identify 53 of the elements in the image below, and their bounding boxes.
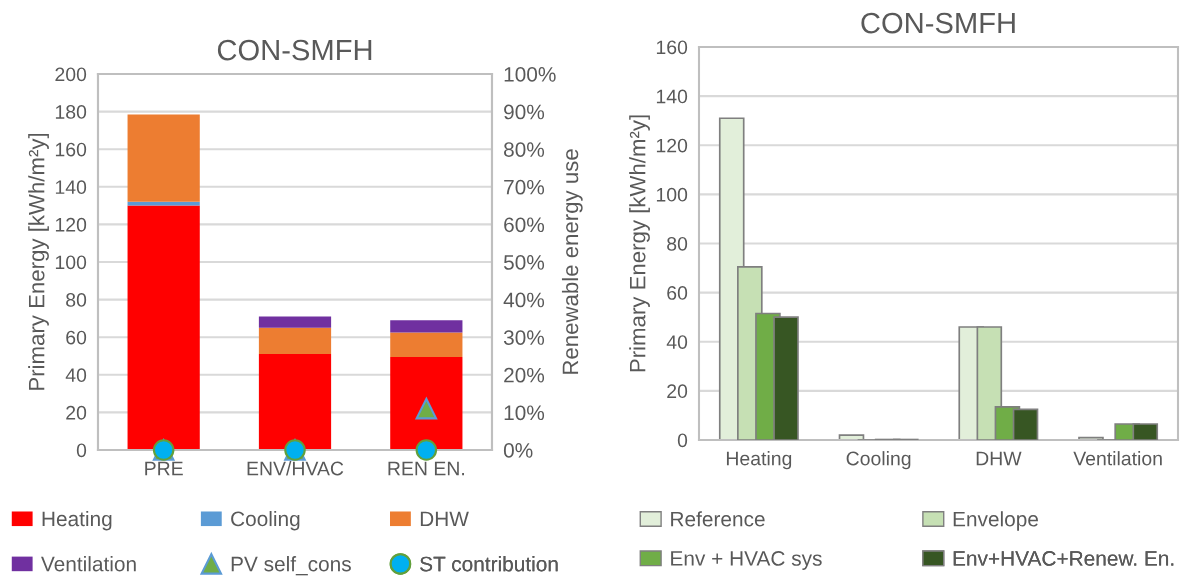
- y2-tick-label: 100%: [504, 67, 556, 82]
- y2-tick-label: 0%: [503, 443, 533, 458]
- legend-label: Heating: [42, 510, 112, 531]
- y-tick-label: 160: [656, 40, 688, 55]
- y-tick-label: 60: [667, 286, 688, 300]
- y2-tick-label: 80%: [504, 142, 545, 157]
- y2-tick-label: 60%: [504, 217, 545, 233]
- y-tick-label: 20: [66, 405, 87, 420]
- y-tick-label: 120: [55, 217, 87, 232]
- y2-tick-label: 90%: [504, 104, 545, 120]
- x-tick-label: Heating: [726, 451, 792, 470]
- chart-title: CON-SMFH: [861, 12, 1015, 34]
- y-tick-label: 140: [656, 89, 688, 104]
- y-tick-label: 60: [66, 330, 87, 345]
- y-tick-label: 100: [55, 255, 87, 270]
- y-tick-label: 120: [656, 138, 688, 153]
- y-tick-label: 100: [656, 187, 688, 202]
- y-tick-label: 40: [666, 335, 688, 349]
- x-tick-label: REN EN.: [388, 461, 464, 476]
- legend-label: Ventilation: [41, 556, 136, 572]
- y-tick-label: 80: [667, 236, 688, 251]
- y-tick-label: 200: [55, 67, 87, 82]
- y-axis-title: Primary Energy [kWh/m²y]: [28, 133, 49, 390]
- y-tick-label: 0: [677, 433, 688, 448]
- y2-tick-label: 20%: [504, 367, 545, 383]
- y2-tick-label: 70%: [504, 179, 545, 195]
- y-tick-label: 140: [55, 180, 87, 195]
- y2-tick-label: 30%: [503, 330, 545, 345]
- y2-axis-title: Renewable energy use: [561, 149, 583, 374]
- x-tick-label: Ventilation: [1073, 451, 1162, 466]
- x-tick-label: DHW: [976, 451, 1022, 466]
- legend-label: Cooling: [231, 510, 300, 531]
- x-tick-label: Cooling: [846, 451, 911, 470]
- legend-label: Envelope: [953, 511, 1038, 531]
- y2-tick-label: 10%: [504, 405, 545, 421]
- y2-tick-label: 40%: [503, 292, 545, 308]
- x-tick-label: PRE: [145, 461, 183, 476]
- y-tick-label: 160: [55, 142, 87, 157]
- legend-label: PV self_cons: [231, 556, 351, 576]
- chart-title: CON-SMFH: [217, 39, 372, 61]
- legend-label: DHW: [420, 511, 469, 527]
- y2-tick-label: 50%: [503, 255, 545, 270]
- legend-label: ST contribution: [420, 556, 558, 572]
- y-tick-label: 20: [667, 384, 688, 399]
- y-tick-label: 40: [65, 368, 87, 383]
- y-tick-label: 80: [66, 293, 87, 307]
- legend-label: Reference: [671, 511, 765, 527]
- y-tick-label: 180: [55, 105, 87, 119]
- legend-label: Env + HVAC sys: [671, 551, 822, 570]
- y-axis-title: Primary Energy [kWh/m²y]: [629, 115, 650, 372]
- legend-label: Env+HVAC+Renew. En.: [953, 551, 1174, 566]
- y-tick-label: 0: [76, 443, 87, 458]
- x-tick-label: ENV/HVAC: [247, 461, 344, 476]
